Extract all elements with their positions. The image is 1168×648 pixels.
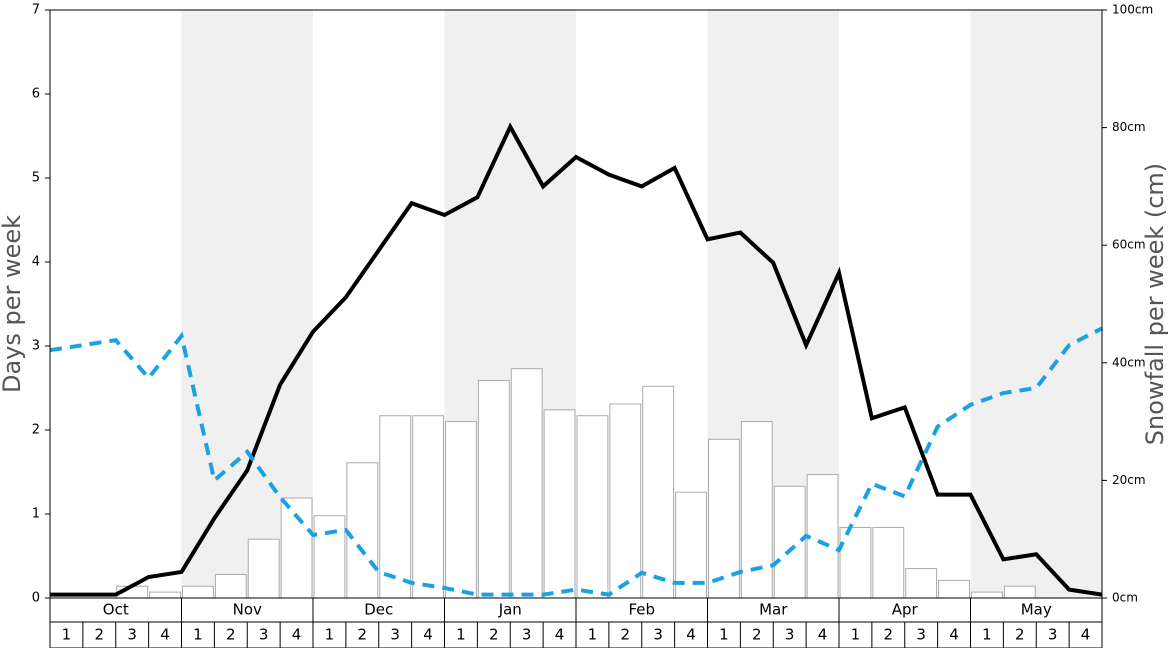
x-tick-label: 4 bbox=[423, 626, 433, 644]
x-tick-label: 2 bbox=[752, 626, 762, 644]
x-tick-label: 2 bbox=[621, 626, 631, 644]
bar bbox=[412, 415, 444, 599]
x-tick-label: 2 bbox=[358, 626, 368, 644]
bar bbox=[214, 573, 247, 599]
bar bbox=[839, 526, 872, 599]
month-label: Mar bbox=[759, 601, 788, 619]
bar bbox=[938, 579, 970, 599]
x-tick-label: 4 bbox=[555, 626, 565, 644]
bar bbox=[510, 368, 543, 599]
x-tick-label: 4 bbox=[160, 626, 170, 644]
y-tick-label: 0 bbox=[32, 591, 40, 606]
x-tick-label: 2 bbox=[1015, 626, 1025, 644]
bar bbox=[445, 421, 477, 599]
x-tick-label: 1 bbox=[851, 626, 861, 644]
y-tick-label: 6 bbox=[32, 87, 40, 102]
bar bbox=[576, 415, 609, 599]
y2-tick-label: 80cm bbox=[1112, 120, 1146, 134]
x-tick-label: 3 bbox=[785, 626, 795, 644]
y-axis-label: Days per week bbox=[0, 215, 26, 393]
y2-tick-label: 0cm bbox=[1112, 591, 1138, 605]
y2-tick-label: 60cm bbox=[1112, 238, 1146, 252]
x-tick-label: 3 bbox=[127, 626, 137, 644]
x-tick-label: 2 bbox=[489, 626, 499, 644]
bar bbox=[313, 515, 346, 599]
x-tick-label: 2 bbox=[95, 626, 105, 644]
x-tick-label: 1 bbox=[982, 626, 992, 644]
line-series bbox=[50, 122, 1103, 597]
y-tick-label: 7 bbox=[32, 3, 40, 18]
bar bbox=[708, 438, 740, 599]
bar bbox=[346, 462, 379, 599]
x-tick-label: 4 bbox=[949, 626, 959, 644]
bar bbox=[247, 538, 280, 599]
bar bbox=[1003, 585, 1036, 599]
bar bbox=[971, 591, 1003, 599]
bar bbox=[543, 409, 576, 599]
x-tick-label: 4 bbox=[686, 626, 696, 644]
y-tick-label: 5 bbox=[32, 171, 40, 186]
month-label: Nov bbox=[233, 601, 262, 619]
x-tick-label: 4 bbox=[292, 626, 302, 644]
x-tick-label: 1 bbox=[588, 626, 598, 644]
y2-tick-label: 100cm bbox=[1112, 3, 1153, 17]
bar bbox=[280, 497, 313, 599]
x-tick-label: 3 bbox=[916, 626, 926, 644]
bar bbox=[905, 568, 938, 599]
x-tick-label: 1 bbox=[719, 626, 729, 644]
x-tick-label: 3 bbox=[259, 626, 269, 644]
x-tick-label: 1 bbox=[325, 626, 335, 644]
bar bbox=[872, 526, 905, 599]
month-label: Apr bbox=[892, 601, 919, 619]
bar bbox=[477, 379, 510, 599]
y-tick-label: 4 bbox=[32, 255, 40, 270]
x-tick-label: 2 bbox=[226, 626, 236, 644]
month-label: May bbox=[1021, 601, 1052, 619]
x-tick-label: 1 bbox=[62, 626, 72, 644]
x-tick-label: 3 bbox=[1048, 626, 1058, 644]
x-tick-label: 4 bbox=[818, 626, 828, 644]
x-tick-label: 1 bbox=[193, 626, 203, 644]
y2-axis-label: Snowfall per week (cm) bbox=[1141, 163, 1168, 445]
month-label: Oct bbox=[103, 601, 129, 619]
line-series bbox=[49, 326, 1103, 597]
x-tick-label: 2 bbox=[884, 626, 894, 644]
y-tick-label: 1 bbox=[32, 507, 40, 522]
y-tick-label: 3 bbox=[32, 339, 40, 354]
bar bbox=[182, 585, 214, 599]
bar bbox=[149, 591, 181, 599]
bar bbox=[806, 474, 839, 599]
y2-tick-label: 40cm bbox=[1112, 355, 1146, 369]
x-tick-label: 3 bbox=[390, 626, 400, 644]
bar bbox=[609, 403, 642, 599]
month-label: Jan bbox=[498, 601, 522, 619]
y2-tick-label: 20cm bbox=[1112, 473, 1146, 487]
month-label: Feb bbox=[628, 601, 655, 619]
y-tick-label: 2 bbox=[32, 423, 40, 438]
bar bbox=[740, 421, 773, 599]
month-band bbox=[970, 10, 1102, 598]
bar bbox=[773, 485, 806, 599]
x-tick-label: 3 bbox=[653, 626, 663, 644]
x-tick-label: 1 bbox=[456, 626, 466, 644]
month-label: Dec bbox=[364, 601, 393, 619]
x-tick-label: 4 bbox=[1081, 626, 1091, 644]
x-tick-label: 3 bbox=[522, 626, 532, 644]
bar bbox=[642, 385, 675, 599]
bar bbox=[379, 415, 412, 599]
